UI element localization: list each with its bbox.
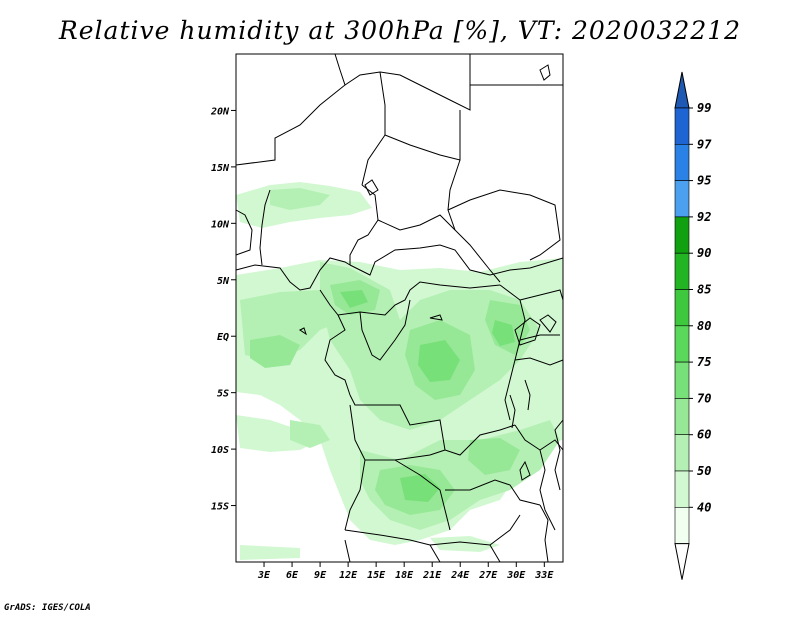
- colorbar-segment: [674, 216, 690, 254]
- colorbar-label: 85: [697, 283, 711, 297]
- colorbar-segment: [674, 107, 690, 145]
- lon-tick-label: 18E: [395, 570, 414, 581]
- colorbar-label: 95: [697, 174, 711, 188]
- colorbar-label: 97: [697, 137, 712, 151]
- colorbar-segment: [674, 361, 690, 399]
- colorbar-segment: [674, 144, 690, 181]
- colorbar-segment: [674, 325, 690, 363]
- colorbar-bottom-arrow: [674, 543, 690, 580]
- colorbar: 99 97 95 92 90 85 80 75 70 60 50 40: [674, 71, 712, 580]
- colorbar-segment: [674, 434, 690, 472]
- lat-tick-label: 5S: [217, 389, 229, 400]
- colorbar-label: 60: [697, 428, 711, 442]
- longitude-ticks: 3E 6E 9E 12E 15E 18E 21E 24E 27E 30E 33E: [257, 562, 554, 581]
- humidity-field: [236, 182, 563, 560]
- lon-tick-label: 27E: [478, 570, 498, 581]
- colorbar-label: 40: [697, 500, 711, 514]
- lat-tick-label: EQ: [217, 332, 229, 343]
- lon-tick-label: 30E: [506, 570, 526, 581]
- lakes: [299, 64, 557, 481]
- lat-tick-label: 20N: [210, 106, 230, 117]
- colorbar-label: 75: [697, 355, 711, 369]
- lat-tick-label: 5N: [217, 276, 230, 287]
- lon-tick-label: 3E: [257, 570, 271, 581]
- colorbar-top-arrow: [674, 71, 690, 109]
- colorbar-segment: [674, 289, 690, 327]
- lat-tick-label: 15N: [211, 163, 230, 174]
- colorbar-segment: [674, 252, 690, 290]
- colorbar-label: 99: [697, 101, 711, 115]
- lon-tick-label: 6E: [286, 570, 299, 581]
- lon-tick-label: 33E: [534, 570, 554, 581]
- colorbar-label: 92: [697, 210, 711, 224]
- lat-tick-label: 10N: [211, 219, 230, 230]
- lon-tick-label: 12E: [339, 570, 358, 581]
- colorbar-label: 90: [697, 246, 711, 260]
- colorbar-segment: [674, 470, 690, 508]
- latitude-ticks: 20N 15N 10N 5N EQ 5S 10S 15S: [210, 106, 236, 513]
- lon-tick-label: 9E: [314, 570, 327, 581]
- map-frame: [235, 53, 564, 563]
- colorbar-segment: [674, 398, 690, 435]
- colorbar-label: 80: [697, 319, 711, 333]
- colorbar-label: 70: [697, 391, 711, 405]
- country-borders: [235, 53, 564, 563]
- grads-credit: GrADS: IGES/COLA: [4, 603, 91, 613]
- colorbar-label: 50: [697, 464, 711, 478]
- lat-tick-label: 10S: [211, 445, 229, 456]
- map-title: Relative humidity at 300hPa [%], VT: 202…: [58, 16, 742, 45]
- lon-tick-label: 24E: [450, 570, 470, 581]
- lon-tick-label: 21E: [422, 570, 442, 581]
- lat-tick-label: 15S: [211, 502, 229, 513]
- colorbar-segment: [674, 506, 690, 544]
- colorbar-segment: [674, 180, 690, 218]
- lon-tick-label: 15E: [367, 570, 386, 581]
